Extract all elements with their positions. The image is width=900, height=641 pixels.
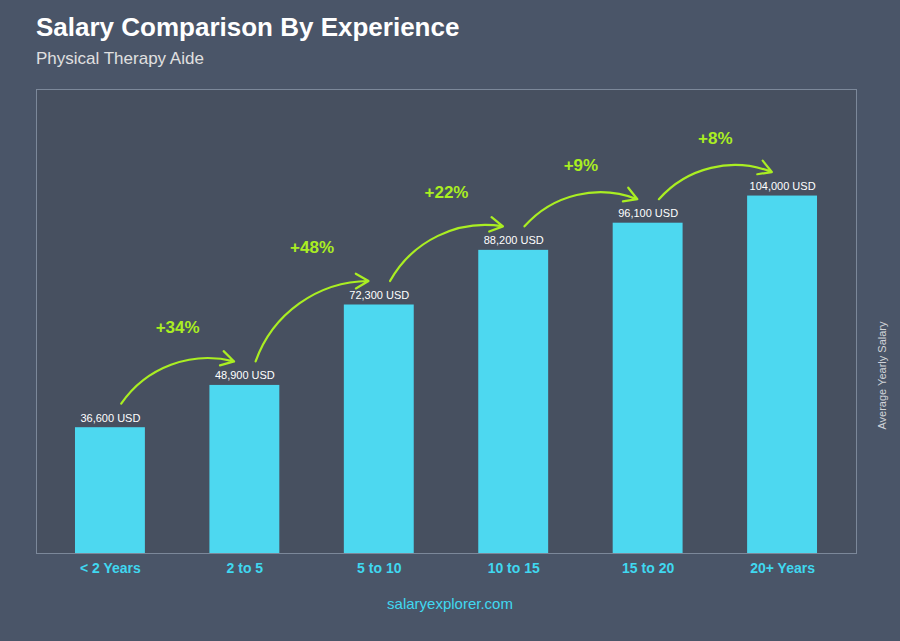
svg-text:+34%: +34% [156,318,200,337]
svg-text:5 to 10: 5 to 10 [357,560,402,576]
svg-text:88,200 USD: 88,200 USD [484,234,544,246]
svg-text:Average Yearly Salary: Average Yearly Salary [876,321,888,430]
svg-text:48,900 USD: 48,900 USD [215,369,275,381]
svg-text:20+ Years: 20+ Years [750,560,815,576]
svg-text:+22%: +22% [425,183,469,202]
svg-text:96,100 USD: 96,100 USD [618,207,678,219]
html-text:Salary Comparison By Experienc: Salary Comparison By Experience [36,12,460,42]
svg-text:+8%: +8% [698,129,733,148]
svg-text:72,300 USD: 72,300 USD [349,289,409,301]
html-text:Physical Therapy Aide: Physical Therapy Aide [36,49,204,68]
svg-text:+9%: +9% [564,156,599,175]
svg-text:36,600 USD: 36,600 USD [80,412,140,424]
svg-text:15 to 20: 15 to 20 [622,560,674,576]
svg-text:10 to 15: 10 to 15 [488,560,540,576]
html-text:salaryexplorer.com: salaryexplorer.com [387,595,513,612]
svg-text:+48%: +48% [290,238,334,257]
svg-text:104,000 USD: 104,000 USD [750,180,816,192]
svg-text:< 2 Years: < 2 Years [80,560,141,576]
svg-text:2 to 5: 2 to 5 [227,560,264,576]
